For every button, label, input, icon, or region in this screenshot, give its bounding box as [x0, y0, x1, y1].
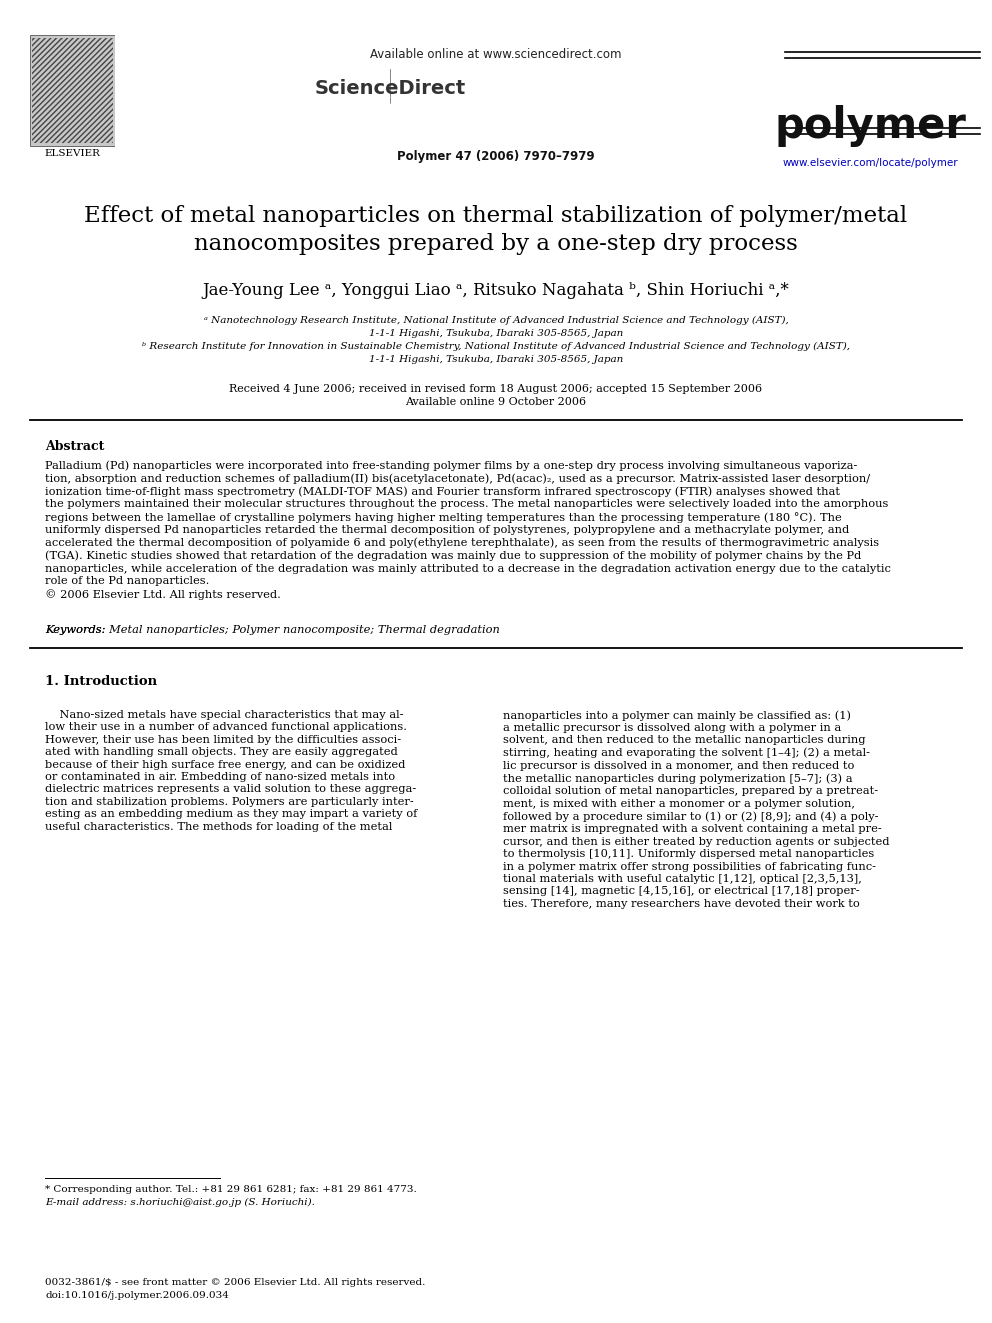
Text: ScienceDirect: ScienceDirect	[314, 78, 465, 98]
Text: Available online at www.sciencedirect.com: Available online at www.sciencedirect.co…	[370, 48, 622, 61]
Text: doi:10.1016/j.polymer.2006.09.034: doi:10.1016/j.polymer.2006.09.034	[45, 1291, 229, 1301]
Text: ᵃ Nanotechnology Research Institute, National Institute of Advanced Industrial S: ᵃ Nanotechnology Research Institute, Nat…	[203, 316, 789, 325]
Text: ᵇ Research Institute for Innovation in Sustainable Chemistry, National Institute: ᵇ Research Institute for Innovation in S…	[142, 343, 850, 351]
Text: www.elsevier.com/locate/polymer: www.elsevier.com/locate/polymer	[782, 157, 958, 168]
Text: Abstract: Abstract	[45, 441, 104, 452]
Text: polymer: polymer	[774, 105, 966, 147]
Bar	[30, 34, 115, 146]
Text: nanocomposites prepared by a one-step dry process: nanocomposites prepared by a one-step dr…	[194, 233, 798, 255]
Text: 1-1-1 Higashi, Tsukuba, Ibaraki 305-8565, Japan: 1-1-1 Higashi, Tsukuba, Ibaraki 305-8565…	[369, 329, 623, 337]
Text: 1-1-1 Higashi, Tsukuba, Ibaraki 305-8565, Japan: 1-1-1 Higashi, Tsukuba, Ibaraki 305-8565…	[369, 355, 623, 364]
Text: Keywords: Metal nanoparticles; Polymer nanocomposite; Thermal degradation: Keywords: Metal nanoparticles; Polymer n…	[45, 624, 500, 635]
Bar	[32, 37, 113, 143]
Text: 1. Introduction: 1. Introduction	[45, 675, 157, 688]
Text: E-mail address: s.horiuchi@aist.go.jp (S. Horiuchi).: E-mail address: s.horiuchi@aist.go.jp (S…	[45, 1199, 314, 1207]
Text: Nano-sized metals have special characteristics that may al-
low their use in a n: Nano-sized metals have special character…	[45, 710, 418, 832]
Text: * Corresponding author. Tel.: +81 29 861 6281; fax: +81 29 861 4773.: * Corresponding author. Tel.: +81 29 861…	[45, 1185, 417, 1193]
Text: Received 4 June 2006; received in revised form 18 August 2006; accepted 15 Septe: Received 4 June 2006; received in revise…	[229, 384, 763, 394]
Text: nanoparticles into a polymer can mainly be classified as: (1)
a metallic precurs: nanoparticles into a polymer can mainly …	[503, 710, 890, 909]
Text: Keywords:: Keywords:	[45, 624, 109, 635]
Text: ELSEVIER: ELSEVIER	[45, 149, 100, 159]
Text: 0032-3861/$ - see front matter © 2006 Elsevier Ltd. All rights reserved.: 0032-3861/$ - see front matter © 2006 El…	[45, 1278, 426, 1287]
Text: Effect of metal nanoparticles on thermal stabilization of polymer/metal: Effect of metal nanoparticles on thermal…	[84, 205, 908, 228]
Text: Polymer 47 (2006) 7970–7979: Polymer 47 (2006) 7970–7979	[397, 149, 595, 163]
Text: Jae-Young Lee ᵃ, Yonggui Liao ᵃ, Ritsuko Nagahata ᵇ, Shin Horiuchi ᵃ,*: Jae-Young Lee ᵃ, Yonggui Liao ᵃ, Ritsuko…	[202, 282, 790, 299]
Text: Available online 9 October 2006: Available online 9 October 2006	[406, 397, 586, 407]
Text: Palladium (Pd) nanoparticles were incorporated into free-standing polymer films : Palladium (Pd) nanoparticles were incorp…	[45, 460, 891, 599]
